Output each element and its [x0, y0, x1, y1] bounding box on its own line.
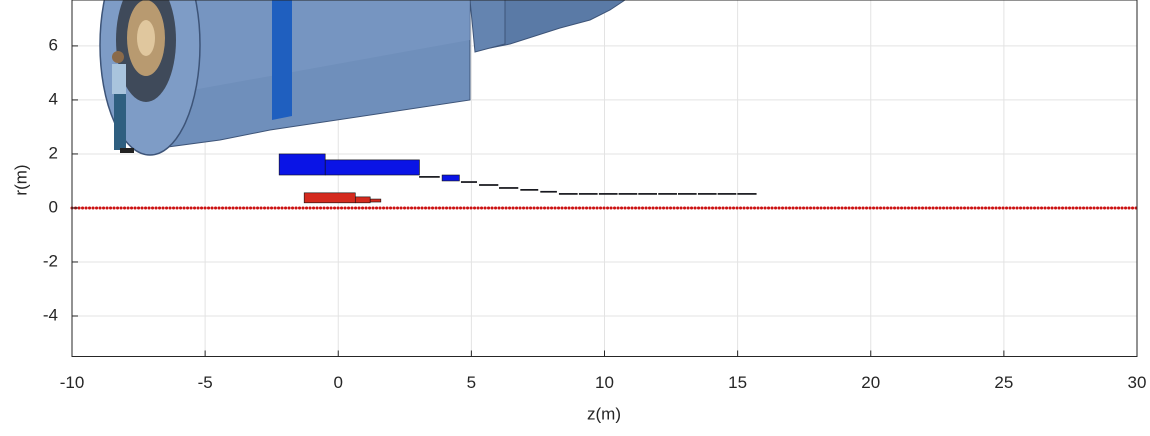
- coil: [369, 198, 382, 203]
- y-tick-label: -4: [43, 305, 58, 324]
- coil: [658, 193, 677, 195]
- coil: [479, 184, 499, 186]
- detector-illustration: [99, 0, 626, 156]
- x-tick-label: -10: [60, 373, 85, 392]
- coil: [737, 193, 757, 195]
- x-tick-label: 25: [994, 373, 1013, 392]
- x-tick-label: -5: [198, 373, 213, 392]
- coil: [324, 159, 420, 176]
- coil: [598, 193, 618, 195]
- coil: [354, 196, 371, 204]
- coil: [441, 174, 460, 182]
- y-tick-label: 2: [49, 143, 58, 162]
- coil: [558, 193, 578, 195]
- x-tick-label: 5: [467, 373, 476, 392]
- x-tick-label: 15: [728, 373, 747, 392]
- coil: [697, 193, 717, 195]
- coil: [499, 187, 519, 189]
- coil: [578, 193, 598, 195]
- coil: [717, 193, 737, 195]
- coil: [460, 181, 478, 183]
- coil: [677, 193, 697, 195]
- coil: [618, 193, 638, 195]
- coil: [520, 189, 539, 191]
- coil: [638, 193, 657, 195]
- y-axis-label: r(m): [11, 164, 30, 195]
- x-tick-label: 10: [595, 373, 614, 392]
- x-tick-label: 30: [1128, 373, 1147, 392]
- y-tick-label: 4: [49, 89, 58, 108]
- coil: [540, 190, 557, 193]
- y-tick-label: 6: [49, 35, 58, 54]
- coil: [303, 192, 356, 204]
- y-tick-label: -2: [43, 251, 58, 270]
- y-tick-label: 0: [49, 197, 58, 216]
- coil: [278, 153, 326, 176]
- x-tick-label: 0: [334, 373, 343, 392]
- coil: [419, 176, 440, 178]
- x-tick-label: 20: [861, 373, 880, 392]
- x-axis-label: z(m): [587, 404, 621, 423]
